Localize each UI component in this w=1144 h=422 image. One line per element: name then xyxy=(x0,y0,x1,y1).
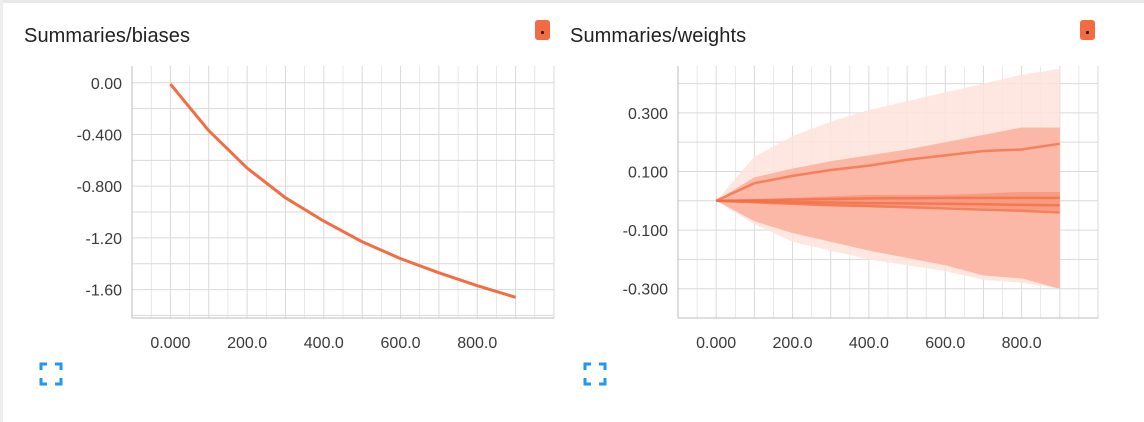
left-divider xyxy=(0,0,3,422)
chart-card-biases: Summaries/biases 0.00 -0.400 -0.800 -1.20 -1… xyxy=(0,0,560,422)
y-tick-label: 0.300 xyxy=(628,106,668,123)
expand-icon-graphic xyxy=(583,362,607,386)
y-tick-label: -0.800 xyxy=(77,179,122,196)
band-mid xyxy=(716,127,1060,289)
menu-dot xyxy=(541,31,544,34)
menu-dot-icon[interactable] xyxy=(1080,20,1095,40)
x-tick-label: 0.000 xyxy=(696,335,736,352)
percentile-line xyxy=(715,142,1060,202)
x-tick-label: 600.0 xyxy=(381,335,421,352)
x-tick-label: 600.0 xyxy=(925,335,965,352)
chart-weights: 0.300 0.100 -0.100 -0.300 0.000 200.0 400.0 600… xyxy=(623,66,1099,352)
x-tick-label: 400.0 xyxy=(304,335,344,352)
x-tick-label: 200.0 xyxy=(773,335,813,352)
percentile-line xyxy=(716,196,1060,203)
y-tick-label: -0.300 xyxy=(623,282,668,299)
chart-title-biases: Summaries/biases xyxy=(24,25,191,47)
top-divider xyxy=(0,0,1144,3)
fullscreen-expand-icon[interactable] xyxy=(39,362,63,386)
fullscreen-expand-icon[interactable] xyxy=(583,362,607,386)
y-tick-label: -0.400 xyxy=(77,127,122,144)
percentile-line xyxy=(716,199,1060,214)
chart-title-weights: Summaries/weights xyxy=(570,25,747,47)
chart-biases: 0.00 -0.400 -0.800 -1.20 -1.60 0.000 200.0 400.… xyxy=(77,66,555,352)
x-tick-label: 200.0 xyxy=(227,335,267,352)
x-tick-label: 800.0 xyxy=(457,335,497,352)
y-tick-label: 0.100 xyxy=(628,164,668,181)
x-tick-label: 0.000 xyxy=(150,335,190,352)
percentile-line xyxy=(716,199,1060,207)
y-tick-label: 0.00 xyxy=(91,76,122,93)
menu-dot-icon[interactable] xyxy=(535,20,550,40)
menu-dot xyxy=(1086,31,1089,34)
x-tick-label: 400.0 xyxy=(849,335,889,352)
series-line xyxy=(169,83,517,299)
y-tick-label: -0.100 xyxy=(623,223,668,240)
y-tick-label: -1.60 xyxy=(86,283,123,300)
chart-card-weights: Summaries/weights 0.300 0.100 -0.100 -0.300… xyxy=(560,0,1144,422)
expand-icon-graphic xyxy=(39,362,63,386)
x-tick-label: 800.0 xyxy=(1002,335,1042,352)
y-tick-label: -1.20 xyxy=(86,231,123,248)
